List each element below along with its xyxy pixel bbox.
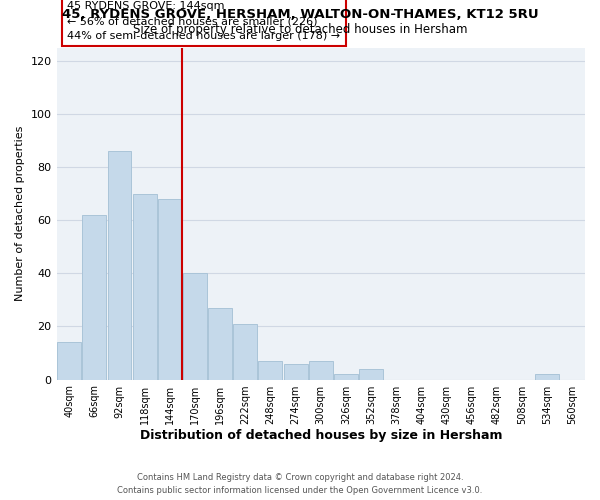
Text: Contains HM Land Registry data © Crown copyright and database right 2024.
Contai: Contains HM Land Registry data © Crown c…: [118, 474, 482, 495]
Bar: [309, 361, 333, 380]
Bar: [82, 215, 106, 380]
Bar: [57, 342, 81, 380]
Bar: [334, 374, 358, 380]
Bar: [535, 374, 559, 380]
X-axis label: Distribution of detached houses by size in Hersham: Distribution of detached houses by size …: [140, 430, 502, 442]
Bar: [233, 324, 257, 380]
Y-axis label: Number of detached properties: Number of detached properties: [15, 126, 25, 301]
Bar: [158, 199, 182, 380]
Text: Size of property relative to detached houses in Hersham: Size of property relative to detached ho…: [133, 22, 467, 36]
Bar: [284, 364, 308, 380]
Bar: [107, 151, 131, 380]
Text: 45, RYDENS GROVE, HERSHAM, WALTON-ON-THAMES, KT12 5RU: 45, RYDENS GROVE, HERSHAM, WALTON-ON-THA…: [62, 8, 538, 20]
Bar: [133, 194, 157, 380]
Bar: [359, 369, 383, 380]
Bar: [259, 361, 283, 380]
Bar: [183, 274, 207, 380]
Bar: [208, 308, 232, 380]
Text: 45 RYDENS GROVE: 144sqm
← 56% of detached houses are smaller (226)
44% of semi-d: 45 RYDENS GROVE: 144sqm ← 56% of detache…: [67, 2, 340, 41]
